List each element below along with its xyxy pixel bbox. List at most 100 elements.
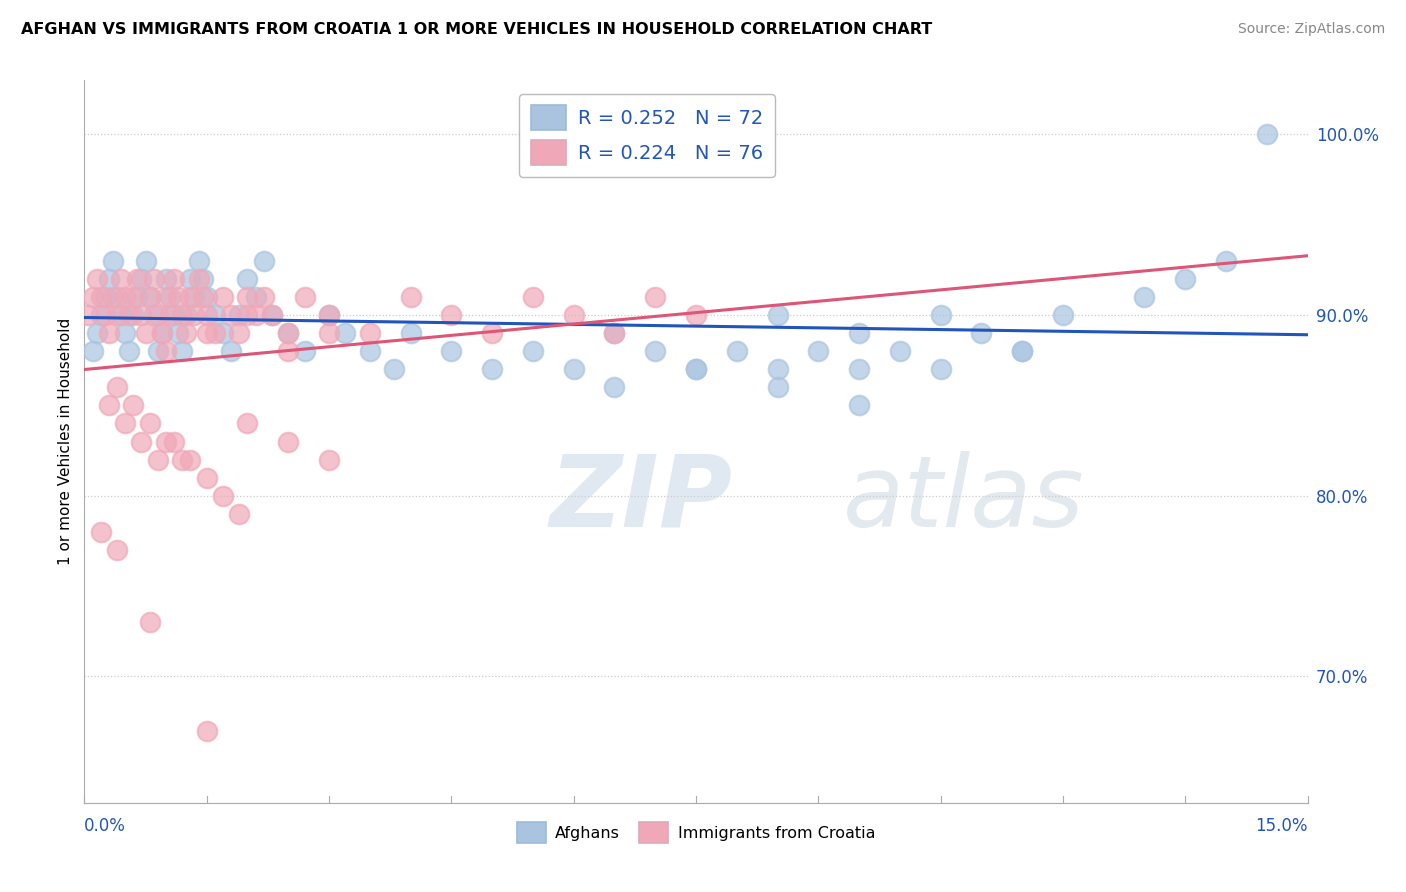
Point [277, 326, 299, 341]
Point [440, 344, 463, 359]
Point [90, 308, 112, 322]
Point [644, 344, 666, 359]
Point [183, 308, 205, 322]
Point [93, 308, 115, 322]
Point [260, 308, 283, 322]
Point [318, 326, 340, 341]
Point [127, 272, 149, 286]
Point [219, 344, 242, 359]
Point [277, 434, 299, 449]
Point [146, 452, 169, 467]
Point [97, 398, 120, 412]
Point [277, 326, 299, 341]
Point [685, 308, 707, 322]
Point [228, 308, 250, 322]
Point [135, 254, 157, 268]
Point [848, 326, 870, 341]
Point [562, 308, 585, 322]
Point [562, 362, 585, 376]
Point [1174, 272, 1197, 286]
Text: ZIP: ZIP [550, 450, 733, 548]
Text: Source: ZipAtlas.com: Source: ZipAtlas.com [1237, 22, 1385, 37]
Point [105, 380, 128, 394]
Point [155, 290, 177, 304]
Point [685, 362, 707, 376]
Point [318, 308, 340, 322]
Point [228, 326, 250, 341]
Point [142, 308, 165, 322]
Point [167, 326, 190, 341]
Text: 15.0%: 15.0% [1256, 817, 1308, 835]
Point [253, 254, 276, 268]
Point [122, 290, 145, 304]
Point [159, 308, 181, 322]
Point [522, 344, 544, 359]
Point [179, 452, 201, 467]
Point [766, 308, 789, 322]
Point [245, 308, 267, 322]
Point [159, 290, 181, 304]
Point [294, 344, 316, 359]
Point [105, 290, 128, 304]
Point [603, 326, 626, 341]
Point [138, 290, 160, 304]
Point [146, 344, 169, 359]
Point [481, 362, 503, 376]
Point [131, 434, 153, 449]
Text: atlas: atlas [842, 450, 1084, 548]
Point [174, 308, 197, 322]
Point [644, 290, 666, 304]
Point [253, 290, 276, 304]
Point [163, 434, 186, 449]
Point [150, 326, 173, 341]
Point [685, 362, 707, 376]
Point [440, 308, 463, 322]
Point [399, 326, 422, 341]
Point [183, 290, 205, 304]
Point [142, 272, 165, 286]
Point [212, 290, 235, 304]
Point [766, 362, 789, 376]
Point [86, 272, 108, 286]
Point [118, 308, 141, 322]
Point [766, 380, 789, 394]
Point [187, 272, 209, 286]
Point [127, 290, 149, 304]
Point [195, 308, 218, 322]
Point [114, 290, 136, 304]
Point [150, 326, 173, 341]
Point [219, 308, 242, 322]
Point [97, 326, 120, 341]
Point [359, 326, 381, 341]
Point [122, 308, 145, 322]
Point [179, 290, 201, 304]
Point [212, 326, 235, 341]
Point [725, 344, 748, 359]
Point [82, 344, 104, 359]
Point [179, 272, 201, 286]
Point [522, 290, 544, 304]
Point [236, 417, 259, 431]
Point [970, 326, 993, 341]
Point [101, 254, 124, 268]
Point [1133, 290, 1156, 304]
Point [155, 344, 177, 359]
Point [245, 290, 267, 304]
Point [155, 272, 177, 286]
Point [174, 326, 197, 341]
Point [167, 290, 190, 304]
Point [90, 290, 112, 304]
Point [195, 326, 218, 341]
Point [1215, 254, 1237, 268]
Point [101, 290, 124, 304]
Point [138, 290, 160, 304]
Point [105, 543, 128, 558]
Point [204, 308, 226, 322]
Point [191, 272, 214, 286]
Point [163, 272, 186, 286]
Point [110, 308, 132, 322]
Point [138, 417, 160, 431]
Point [97, 272, 120, 286]
Point [172, 344, 194, 359]
Point [1256, 128, 1278, 142]
